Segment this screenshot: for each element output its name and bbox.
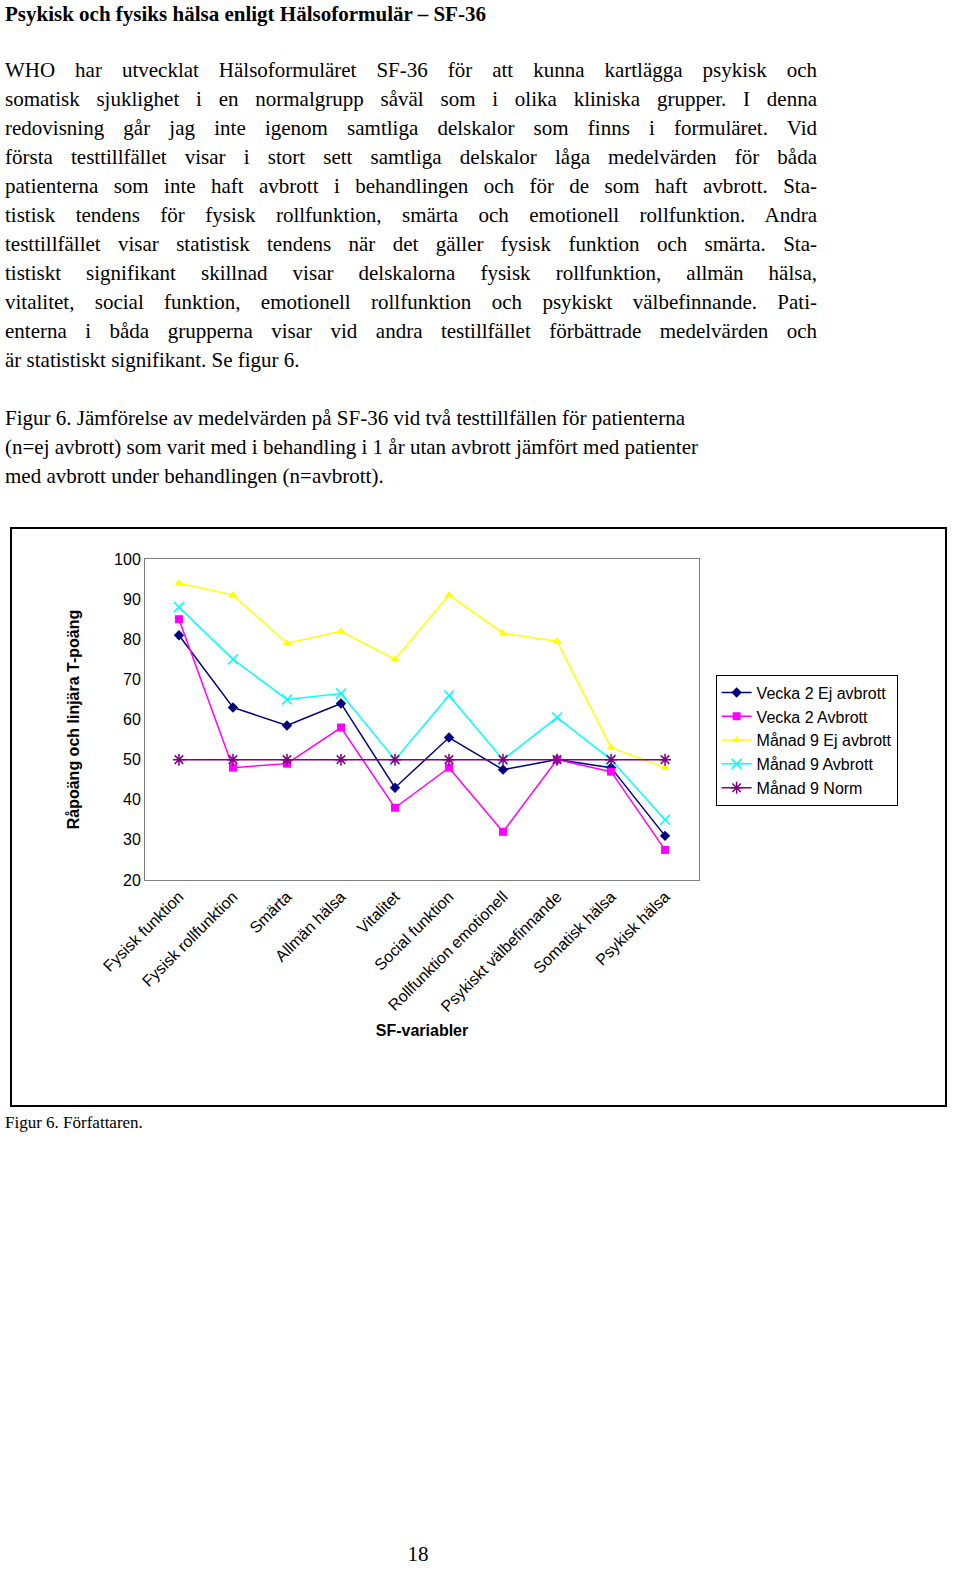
svg-text:Månad 9 Ej avbrott: Månad 9 Ej avbrott [757,732,892,749]
html-text:vitalitet, social funktion, em: vitalitet, social funktion, emotionell r… [5,290,817,314]
svg-text:Vecka 2 Ej avbrott: Vecka 2 Ej avbrott [757,685,887,702]
html-text:första testtillfället visar i: första testtillfället visar i stort sett… [5,145,817,169]
svg-text:Månad 9 Norm: Månad 9 Norm [757,780,863,797]
svg-text:Vecka 2 Avbrott: Vecka 2 Avbrott [757,709,868,726]
html-text:18: 18 [407,1542,429,1566]
svg-text:80: 80 [123,631,141,648]
html-text:patienterna som inte haft avbr: patienterna som inte haft avbrott i beha… [5,174,817,198]
svg-text:30: 30 [123,831,141,848]
svg-text:40: 40 [123,791,141,808]
html-text:testtillfället visar statistis: testtillfället visar statistisk tendens … [5,232,817,256]
svg-text:Rollfunktion emotionell: Rollfunktion emotionell [385,888,511,1014]
svg-text:Psykisk hälsa: Psykisk hälsa [592,888,673,969]
svg-text:Somatisk hälsa: Somatisk hälsa [530,888,619,977]
html-text:somatisk sjuklighet i en norma: somatisk sjuklighet i en normalgrupp såv… [5,87,817,111]
svg-text:Råpoäng och linjära T-poäng: Råpoäng och linjära T-poäng [65,610,82,830]
svg-text:Allmän hälsa: Allmän hälsa [272,888,349,965]
html-text:enterna i båda grupperna visar: enterna i båda grupperna visar vid andra… [5,319,817,343]
html-text:Figur 6. Jämförelse av medelvä: Figur 6. Jämförelse av medelvärden på SF… [5,406,685,430]
html-text:(n=ej avbrott) som varit med i: (n=ej avbrott) som varit med i behandlin… [5,435,698,459]
html-text:redovisning går jag inte igeno: redovisning går jag inte igenom samtliga… [5,116,817,140]
svg-text:Social funktion: Social funktion [371,888,457,974]
html-text:Figur 6. Författaren.: Figur 6. Författaren. [5,1113,143,1132]
svg-text:90: 90 [123,591,141,608]
svg-text:SF-variabler: SF-variabler [376,1022,468,1039]
svg-text:100: 100 [114,551,141,568]
html-text:WHO har utvecklat Hälsoformulä: WHO har utvecklat Hälsoformuläret SF-36 … [5,58,817,82]
svg-text:Psykiskt välbefinnande: Psykiskt välbefinnande [438,888,565,1015]
svg-text:20: 20 [123,872,141,889]
html-text:tistisk tendens för fysisk rol: tistisk tendens för fysisk rollfunktion,… [5,203,817,227]
svg-text:Månad 9 Avbrott: Månad 9 Avbrott [757,756,874,773]
svg-text:Fysisk rollfunktion: Fysisk rollfunktion [139,888,241,990]
svg-text:Fysisk funktion: Fysisk funktion [100,888,187,975]
html-text:med avbrott under behandlingen: med avbrott under behandlingen (n=avbrot… [5,464,384,488]
svg-text:60: 60 [123,711,141,728]
html-text:Psykisk och fysiks hälsa enlig: Psykisk och fysiks hälsa enligt Hälsofor… [5,2,486,26]
svg-text:50: 50 [123,751,141,768]
svg-text:70: 70 [123,671,141,688]
html-text:är statistiskt signifikant. Se: är statistiskt signifikant. Se figur 6. [5,348,300,372]
svg-text:Vitalitet: Vitalitet [354,888,403,937]
svg-text:Smärta: Smärta [246,888,295,937]
html-text:tistiskt signifikant skillnad: tistiskt signifikant skillnad visar dels… [5,261,817,285]
